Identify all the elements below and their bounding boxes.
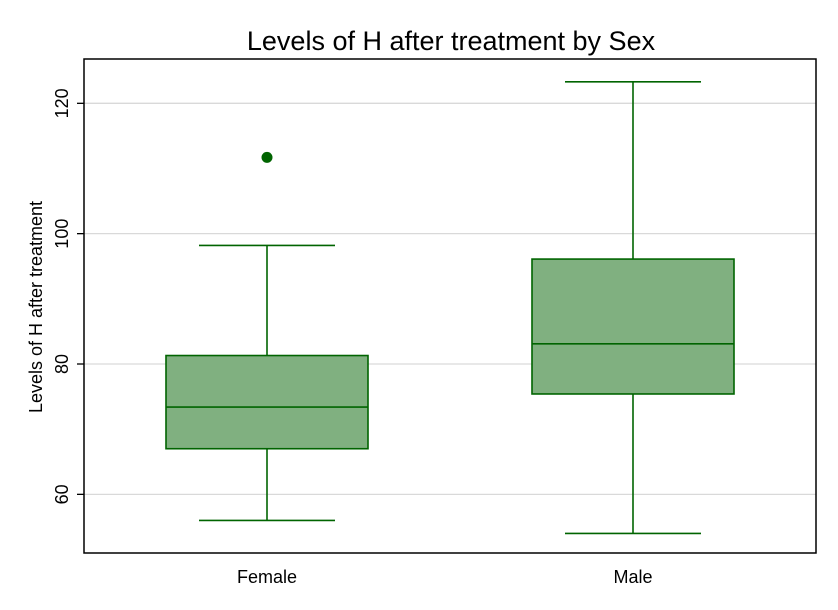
iqr-box xyxy=(531,258,735,395)
boxes xyxy=(165,81,735,535)
x-tick-labels: Female Male xyxy=(237,567,653,587)
plot-frame xyxy=(83,58,817,554)
y-axis-label: Levels of H after treatment xyxy=(26,201,46,413)
y-tick-label: 100 xyxy=(52,219,72,249)
y-tick-label: 60 xyxy=(52,484,72,504)
iqr-box xyxy=(165,354,369,450)
chart-title: Levels of H after treatment by Sex xyxy=(247,26,656,56)
y-tick-label: 80 xyxy=(52,354,72,374)
box-female xyxy=(165,151,369,522)
x-tick-label: Male xyxy=(613,567,652,587)
y-ticks: 60 80 100 120 xyxy=(52,88,84,504)
box-male xyxy=(531,81,735,535)
outlier-point xyxy=(261,151,273,163)
x-tick-label: Female xyxy=(237,567,297,587)
y-tick-label: 120 xyxy=(52,88,72,118)
